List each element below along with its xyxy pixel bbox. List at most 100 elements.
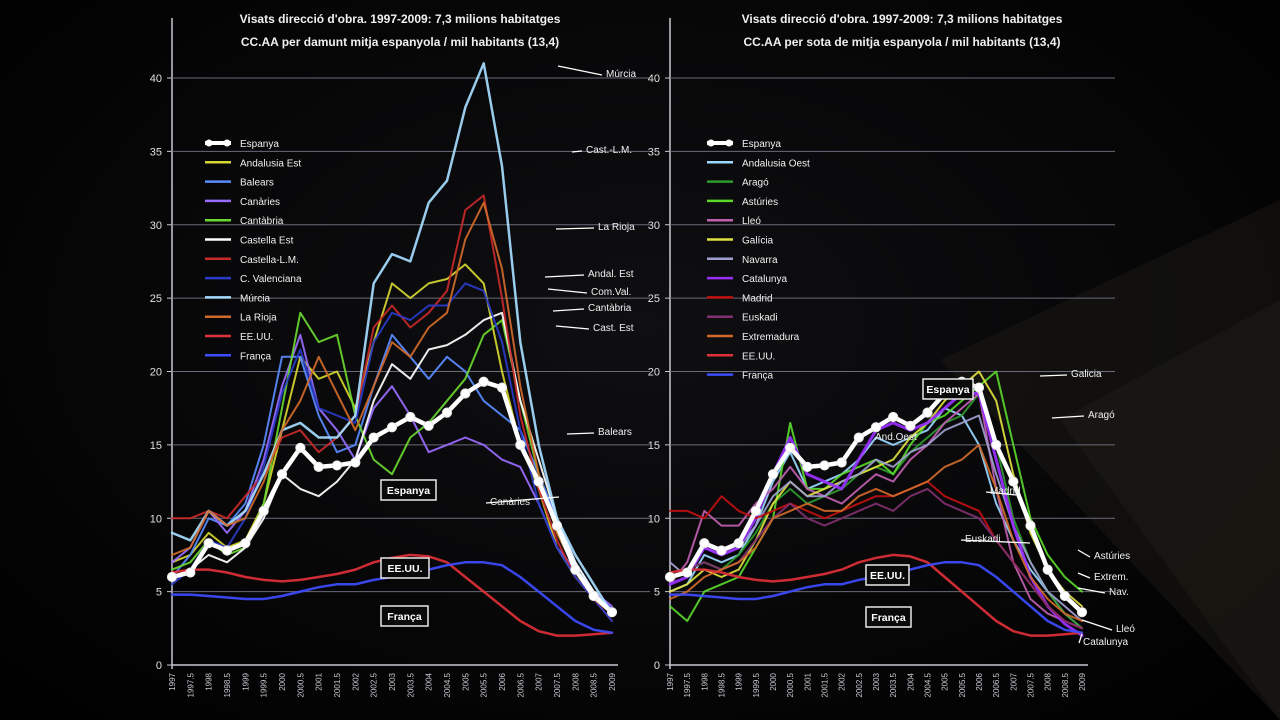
end-label: Aragó	[1088, 410, 1115, 421]
boxed-label-frame	[380, 605, 429, 627]
end-label: Andal. Est	[588, 269, 634, 280]
x-tick-label: 2008.5	[1061, 672, 1070, 697]
boxed-label-frame	[865, 564, 910, 586]
y-tick-label: 15	[150, 440, 162, 452]
x-tick-label: 1998	[205, 672, 214, 690]
legend-marker	[707, 139, 715, 147]
legend-entry: EE.UU.	[742, 351, 775, 362]
boxed-label: EE.UU.	[870, 570, 905, 582]
boxed-label: França	[387, 611, 422, 623]
series-point-espanya	[496, 382, 508, 393]
series-point-espanya	[460, 388, 471, 399]
series-point-espanya	[785, 442, 796, 453]
end-label: Com.Val.	[591, 287, 631, 298]
series-point-espanya	[973, 382, 985, 393]
end-label: Euskadi	[965, 534, 1001, 545]
x-tick-label: 2005.5	[958, 672, 967, 697]
x-tick-label: 2004	[906, 672, 915, 690]
legend-entry: Galícia	[742, 236, 774, 247]
end-label-leader	[566, 432, 595, 435]
x-tick-label: 2001	[803, 672, 812, 690]
legend-entry: Euskadi	[742, 313, 778, 324]
x-tick-label: 2005.5	[480, 672, 489, 697]
x-tick-label: 2006	[975, 672, 984, 690]
x-tick-label: 2004.5	[443, 672, 452, 697]
y-tick-label: 25	[150, 293, 162, 305]
x-tick-label: 2003	[872, 672, 881, 690]
series-point-espanya	[405, 411, 416, 423]
end-label-leader	[544, 274, 585, 278]
x-tick-label: 2005	[461, 672, 470, 690]
x-tick-label: 1999	[241, 672, 250, 690]
end-label: Catalunya	[1083, 637, 1128, 648]
y-tick-label: 0	[156, 660, 162, 672]
y-tick-label: 20	[648, 367, 660, 379]
boxed-label: EE.UU.	[387, 563, 422, 575]
series-point-espanya	[276, 469, 288, 480]
series-point-espanya	[588, 590, 599, 602]
boxed-label-frame	[865, 606, 912, 628]
x-tick-label: 2006	[498, 672, 507, 690]
boxed-label-frame	[380, 557, 430, 579]
x-tick-label: 2000.5	[296, 672, 305, 697]
series-point-espanya	[386, 422, 398, 433]
boxed-label: Espanya	[926, 384, 969, 396]
end-label-leader	[547, 288, 588, 294]
y-tick-label: 5	[156, 587, 162, 599]
chart-subtitle: CC.AA per sota de mitja espanyola / mil …	[744, 35, 1061, 49]
series-point-espanya	[819, 460, 830, 471]
series-point-espanya	[533, 476, 544, 487]
x-tick-label: 2006.5	[992, 672, 1001, 697]
legend-entry: Navarra	[742, 255, 778, 266]
legend-entry: Lleó	[742, 216, 761, 227]
y-tick-label: 30	[648, 220, 660, 232]
end-label-leader	[557, 65, 603, 76]
x-tick-label: 2007	[1009, 672, 1018, 690]
series-line-6	[171, 194, 613, 622]
legend-marker	[725, 139, 733, 147]
series-point-espanya	[1008, 476, 1019, 487]
end-label-leader	[1039, 374, 1068, 377]
x-tick-label: 2007	[535, 672, 544, 690]
x-tick-label: 1997	[666, 672, 675, 690]
y-tick-label: 10	[150, 513, 162, 525]
y-tick-label: 30	[150, 220, 162, 232]
series-point-espanya	[350, 457, 361, 468]
legend-entry: Castella Est	[240, 236, 294, 247]
series-point-espanya	[905, 420, 916, 431]
end-label: Nav.	[1109, 587, 1129, 598]
series-line-9	[171, 201, 613, 615]
legend-marker	[223, 139, 231, 147]
end-label-leader	[555, 325, 590, 330]
x-tick-label: 2008.5	[590, 672, 599, 697]
series-point-espanya	[664, 571, 676, 583]
series-point-espanya	[570, 564, 581, 575]
series-line-11	[668, 553, 1084, 637]
legend-entry: Cantàbria	[240, 216, 284, 227]
boxed-label-frame	[380, 479, 437, 501]
series-point-espanya	[682, 567, 693, 578]
series-point-espanya	[853, 432, 864, 443]
end-label-leader	[1081, 619, 1113, 631]
y-tick-label: 25	[648, 293, 660, 305]
x-tick-label: 2001.5	[821, 672, 830, 697]
series-point-espanya	[699, 538, 710, 549]
series-point-espanya	[166, 571, 178, 583]
end-label-leader	[1078, 633, 1083, 644]
series-point-espanya	[836, 457, 847, 468]
end-label: Astúries	[1094, 551, 1130, 562]
x-tick-label: 2003.5	[406, 672, 415, 697]
x-tick-label: 1998.5	[223, 672, 232, 697]
x-tick-label: 2003	[388, 672, 397, 690]
series-point-espanya	[551, 520, 563, 531]
y-tick-label: 0	[654, 660, 660, 672]
legend-entry: La Rioja	[240, 313, 277, 324]
y-tick-label: 15	[648, 440, 660, 452]
series-point-espanya	[870, 422, 882, 433]
series-line-5	[669, 370, 1083, 608]
series-point-espanya	[606, 607, 618, 618]
x-tick-label: 2007.5	[1027, 672, 1036, 697]
end-label-leader	[985, 491, 1017, 496]
end-label-leader	[485, 496, 560, 504]
